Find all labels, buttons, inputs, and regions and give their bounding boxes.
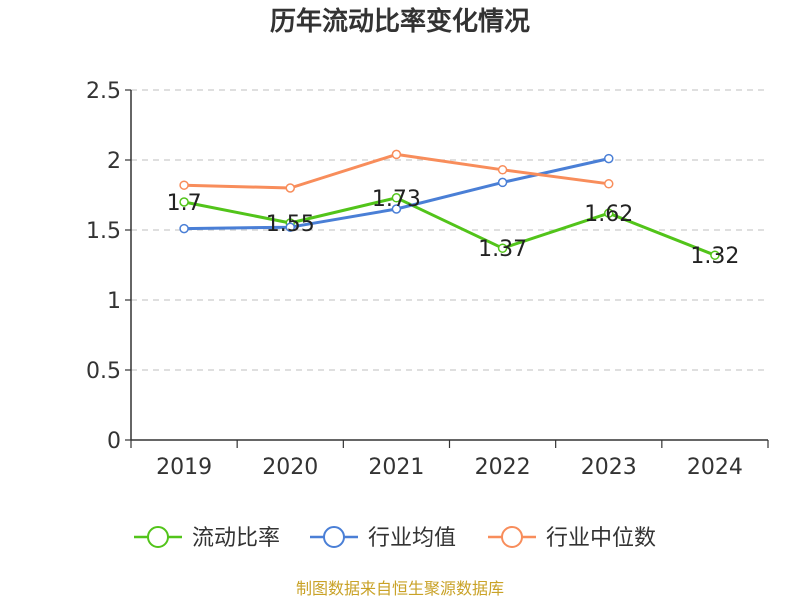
series-point [604, 153, 614, 164]
series-point [497, 243, 508, 253]
x-tick-label: 2024 [687, 455, 743, 480]
x-tick-label: 2023 [581, 455, 637, 480]
data-label: 1.37 [478, 237, 527, 262]
legend-marker-icon [501, 526, 523, 548]
series-point [497, 177, 508, 188]
legend-marker-icon [147, 526, 169, 548]
series-point [179, 197, 189, 207]
legend-item[interactable]: 流动比率 [134, 526, 280, 551]
legend-label: 流动比率 [192, 526, 280, 551]
data-label: 1.32 [690, 244, 739, 269]
legend-marker-icon [323, 526, 345, 548]
legend-item[interactable]: 行业中位数 [488, 526, 656, 551]
data-label: 1.55 [266, 212, 315, 237]
series-point [604, 208, 614, 218]
series-point [179, 223, 189, 234]
series-point [604, 179, 614, 189]
data-label: 1.62 [584, 202, 633, 227]
x-tick-label: 2019 [156, 455, 212, 480]
y-tick-label: 1.5 [86, 219, 121, 244]
legend-label: 行业均值 [368, 526, 456, 551]
series-point [710, 250, 720, 260]
series-point [391, 204, 402, 214]
legend[interactable]: 流动比率 行业均值 行业中位数 [134, 526, 656, 551]
series-point [391, 193, 402, 203]
data-label: 1.73 [372, 187, 421, 212]
y-tick-label: 2.5 [86, 79, 121, 104]
series-point [285, 183, 295, 193]
x-tick-label: 2022 [475, 455, 531, 480]
data-label: 1.7 [167, 191, 202, 216]
legend-label: 行业中位数 [546, 526, 656, 551]
data-labels: 1.7 1.55 1.73 1.37 1.62 1.32 [167, 187, 740, 269]
series-line-0 [183, 196, 716, 257]
series-lines [179, 149, 720, 260]
series-point [497, 165, 508, 175]
series-point [285, 222, 295, 232]
y-tick-label: 0.5 [86, 359, 121, 384]
y-tick-label: 1 [107, 289, 121, 314]
source-note: 制图数据来自恒生聚源数据库 [296, 579, 504, 598]
axes: 0 0.5 1 1.5 2 2.5 2019 2020 2021 2022 2023 2024 [86, 79, 769, 480]
x-tick-label: 2021 [368, 455, 424, 480]
y-tick-label: 0 [107, 429, 121, 454]
legend-item[interactable]: 行业均值 [310, 526, 456, 551]
x-tick-label: 2020 [262, 455, 318, 480]
chart-title: 历年流动比率变化情况 [270, 6, 530, 37]
series-point [179, 180, 189, 190]
series-point [391, 149, 402, 160]
grid-lines [131, 89, 768, 371]
y-tick-label: 2 [107, 149, 121, 174]
